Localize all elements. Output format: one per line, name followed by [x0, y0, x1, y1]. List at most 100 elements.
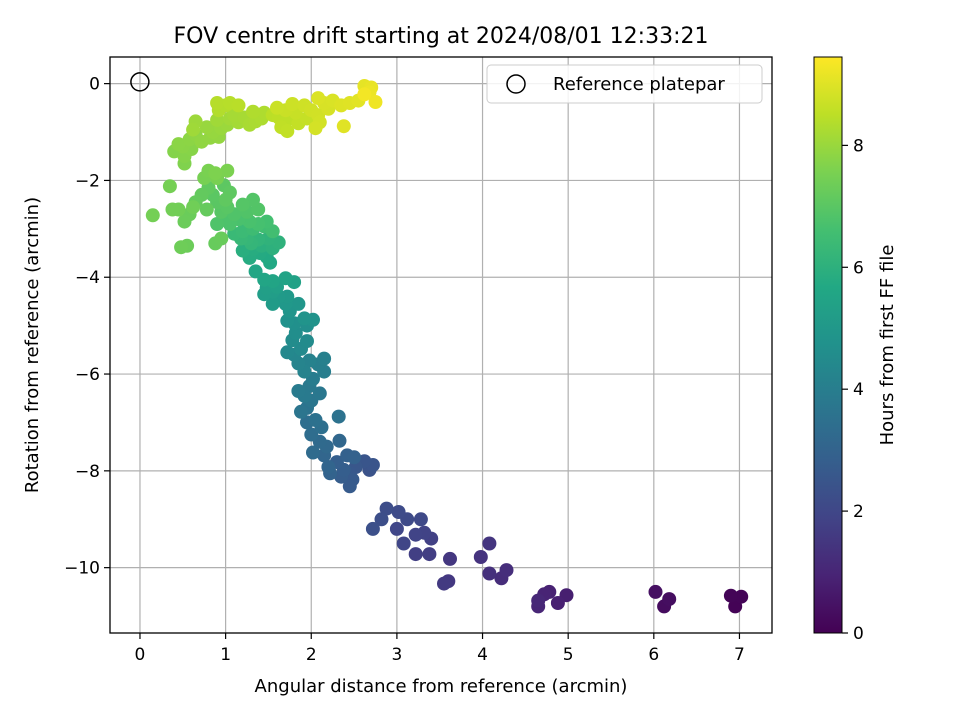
data-point-87: [265, 296, 280, 311]
x-tick-label-2: 2: [306, 645, 317, 665]
data-point-96: [248, 264, 263, 279]
data-point-51: [306, 445, 320, 460]
data-point-142: [177, 214, 192, 229]
legend-box: [486, 64, 763, 104]
x-tick-label-6: 6: [648, 645, 659, 665]
data-point-27: [413, 512, 428, 527]
data-point-2: [723, 588, 738, 603]
data-point-55: [308, 413, 323, 427]
data-point-209: [336, 119, 351, 134]
colorbar-gradient: [813, 56, 843, 634]
plot-frame: [109, 56, 773, 634]
legend-marker: [506, 74, 526, 94]
data-point-154: [208, 166, 223, 181]
data-point-144: [174, 240, 189, 255]
data-point-148: [145, 208, 160, 223]
colorbar-tick-label-4: 8: [853, 136, 864, 156]
data-point-32: [365, 521, 380, 536]
data-point-24: [408, 527, 423, 542]
data-point-68: [302, 353, 317, 368]
colorbar-tick-label-2: 4: [853, 380, 864, 400]
y-tick-label-1: −2: [75, 171, 100, 191]
data-point-21: [408, 547, 423, 562]
data-point-19: [437, 576, 451, 591]
data-point-160: [171, 137, 186, 152]
data-point-196: [270, 100, 284, 115]
data-point-26: [389, 521, 404, 536]
data-point-186: [231, 98, 246, 113]
x-tick-label-0: 0: [135, 645, 146, 665]
data-point-184: [210, 96, 225, 110]
legend: Reference platepar: [486, 64, 763, 104]
data-point-56: [331, 409, 346, 424]
data-point-31: [374, 512, 389, 527]
data-point-52: [304, 427, 319, 442]
x-tick-label-1: 1: [220, 645, 231, 665]
y-axis-label: Rotation from reference (arcmin): [22, 197, 43, 493]
data-point-17: [443, 551, 457, 566]
grid: [110, 57, 772, 633]
data-point-44: [347, 450, 362, 465]
data-point-25: [396, 536, 411, 551]
data-point-127: [235, 197, 250, 212]
data-point-167: [199, 120, 214, 135]
data-point-14: [482, 566, 497, 581]
y-tick-label-3: −6: [75, 365, 100, 385]
data-point-171: [186, 122, 201, 137]
data-point-5: [648, 584, 663, 599]
data-point-214: [368, 95, 383, 109]
legend-label: Reference platepar: [553, 74, 725, 95]
data-point-147: [165, 202, 180, 217]
data-point-39: [342, 479, 357, 494]
data-point-93: [278, 271, 293, 286]
reference-marker: [130, 72, 150, 92]
chart-title: FOV centre drift starting at 2024/08/01 …: [174, 24, 709, 49]
data-point-95: [257, 272, 272, 287]
data-point-11: [531, 593, 546, 608]
axis-ticks: 0 1 2 3 4 5 6 7 0 −2 −4 −6 −8 −10: [64, 75, 745, 665]
x-tick-label-3: 3: [391, 645, 402, 665]
colorbar-tick-label-0: 0: [853, 624, 864, 644]
x-tick-label-7: 7: [734, 645, 745, 665]
data-point-138: [199, 202, 214, 217]
colorbar: 0 2 4 6 8 Hours from first FF file: [813, 56, 898, 644]
data-point-145: [186, 200, 201, 215]
data-point-46: [321, 460, 336, 474]
colorbar-ticks: 0 2 4 6 8: [842, 136, 864, 644]
data-point-140: [214, 231, 229, 246]
data-point-29: [391, 505, 406, 519]
data-point-16: [482, 536, 497, 551]
data-point-122: [210, 217, 225, 231]
x-axis-label: Angular distance from reference (arcmin): [255, 676, 628, 697]
y-tick-label-5: −10: [64, 559, 100, 579]
y-tick-label-2: −4: [75, 268, 100, 288]
data-point-74: [300, 334, 314, 349]
colorbar-tick-label-1: 2: [853, 502, 864, 522]
data-point-215: [357, 87, 372, 102]
data-point-153: [220, 163, 235, 178]
x-tick-label-4: 4: [477, 645, 488, 665]
data-point-191: [280, 124, 295, 139]
data-point-15: [473, 550, 488, 564]
data-point-134: [218, 192, 233, 207]
data-point-4: [662, 592, 677, 607]
data-point-72: [280, 345, 295, 360]
data-point-83: [291, 296, 306, 311]
data-point-1: [734, 589, 749, 604]
data-point-181: [246, 104, 260, 119]
data-point-81: [297, 311, 312, 326]
y-tick-label-0: 0: [89, 75, 100, 95]
colorbar-tick-label-3: 6: [853, 258, 864, 278]
data-point-206: [311, 91, 326, 106]
data-point-13: [499, 563, 514, 578]
data-point-67: [317, 351, 332, 366]
data-point-58: [294, 404, 308, 419]
y-tick-label-4: −8: [75, 462, 100, 482]
data-point-202: [308, 121, 323, 136]
data-point-20: [422, 547, 437, 562]
data-point-149: [162, 179, 177, 194]
data-point-60: [312, 386, 327, 401]
data-point-197: [285, 97, 300, 111]
data-point-48: [332, 433, 347, 448]
